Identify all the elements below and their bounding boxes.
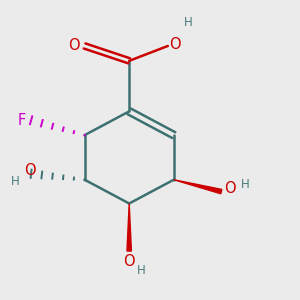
Text: H: H	[11, 175, 19, 188]
Text: H: H	[184, 16, 193, 29]
Text: O: O	[68, 38, 80, 53]
Polygon shape	[174, 180, 222, 194]
Text: F: F	[18, 113, 26, 128]
Text: O: O	[224, 181, 236, 196]
Text: H: H	[241, 178, 250, 191]
Text: O: O	[24, 163, 35, 178]
Text: O: O	[169, 37, 181, 52]
Polygon shape	[127, 203, 131, 251]
Text: O: O	[123, 254, 135, 269]
Text: H: H	[137, 264, 146, 277]
